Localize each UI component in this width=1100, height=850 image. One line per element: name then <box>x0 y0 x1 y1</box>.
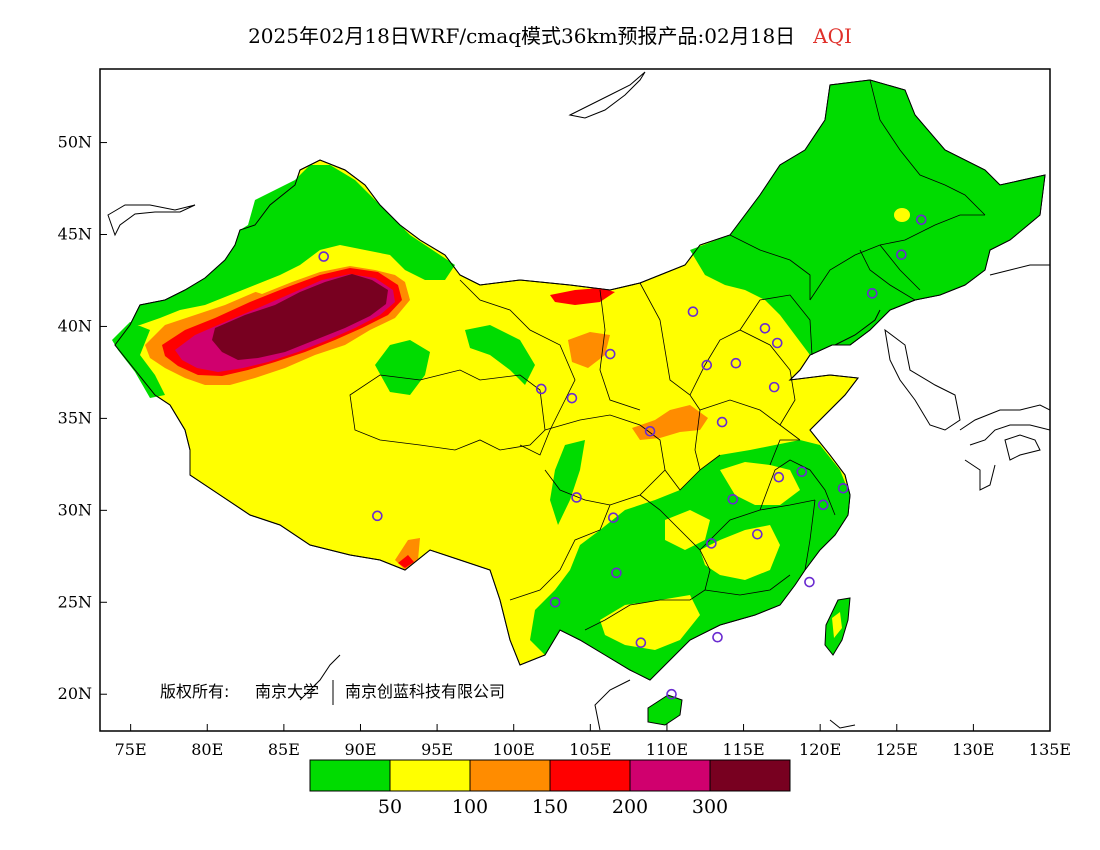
city-station-marker <box>372 510 383 522</box>
colorbar-swatch <box>309 759 391 792</box>
map-frame <box>99 68 1051 732</box>
city-station-marker <box>817 499 829 511</box>
colorbar-swatch <box>549 759 631 792</box>
lat-axis: 20N 25N 30N 35N 40N 45N 50N <box>58 133 107 703</box>
city-station-marker <box>837 482 849 494</box>
colorbar-swatch <box>709 759 791 792</box>
lon-tick-label: 135E <box>1029 740 1071 759</box>
red-spot-tibet <box>398 555 414 568</box>
city-station-marker <box>608 512 619 523</box>
green-sichuan <box>550 440 585 525</box>
lon-tick-label: 100E <box>493 740 535 759</box>
title-variable: AQI <box>813 24 852 48</box>
hainan <box>647 694 683 726</box>
city-station-marker <box>666 688 677 700</box>
colorbar-swatch <box>469 759 551 792</box>
colorbar: 50 100 150 200 300 <box>309 759 791 818</box>
china-outline <box>114 79 1046 681</box>
city-station-marker <box>768 381 780 393</box>
city-station-marker <box>752 528 763 540</box>
city-station-marker <box>549 596 561 608</box>
station-markers <box>318 214 927 700</box>
yellow-patch-south4 <box>665 510 710 550</box>
lon-tick-label: 75E <box>115 740 147 759</box>
city-station-marker <box>571 492 582 503</box>
lon-tick-label: 120E <box>799 740 841 759</box>
colorbar-label: 200 <box>612 796 648 818</box>
colorbar-label: 50 <box>378 796 402 818</box>
city-station-marker <box>706 538 717 549</box>
city-station-marker <box>771 337 783 349</box>
lon-axis: 75E 80E 85E 90E 95E 100E 105E 110E 115E 120E 125E 1… <box>115 724 1071 759</box>
lon-tick-label: 90E <box>344 740 376 759</box>
chart-title: 2025年02月18日WRF/cmaq模式36km预报产品:02月18日 AQI <box>0 20 1100 49</box>
green-northeast <box>690 80 1045 355</box>
colorbar-label: 100 <box>452 796 488 818</box>
city-station-marker <box>804 576 815 588</box>
city-station-marker <box>727 493 739 505</box>
yellow-tarim-edge <box>250 258 395 294</box>
title-main: 2025年02月18日WRF/cmaq模式36km预报产品:02月18日 <box>248 24 796 48</box>
city-station-marker <box>915 214 927 226</box>
city-station-marker <box>611 567 622 579</box>
city-station-marker <box>535 383 547 395</box>
lon-tick-label: 105E <box>569 740 611 759</box>
copyright-owner1: 南京大学 <box>255 682 319 701</box>
map-plot-area <box>107 71 1050 731</box>
maroon-taklimakan <box>212 274 388 360</box>
colorbar-label: 300 <box>692 796 728 818</box>
lat-tick-label: 20N <box>58 684 92 703</box>
city-station-marker <box>730 357 742 369</box>
lon-tick-label: 80E <box>191 740 223 759</box>
city-station-marker <box>701 359 713 371</box>
lon-tick-label: 110E <box>646 740 688 759</box>
lat-tick-label: 35N <box>58 408 92 427</box>
yellow-patch-south1 <box>600 595 700 650</box>
city-station-marker <box>759 322 771 334</box>
green-west-tip <box>112 322 165 398</box>
city-station-marker <box>712 631 723 643</box>
city-station-marker <box>866 288 878 299</box>
copyright-owner2: 南京创蓝科技有限公司 <box>345 682 505 701</box>
city-station-marker <box>716 416 728 428</box>
taiwan-yellow <box>832 612 842 638</box>
colorbar-swatch <box>389 759 471 792</box>
orange-spot-central <box>632 405 708 440</box>
province-borders <box>349 79 986 631</box>
city-station-marker <box>644 425 656 437</box>
colorbar-label: 150 <box>532 796 568 818</box>
city-station-marker <box>318 251 330 262</box>
city-station-marker <box>796 466 808 478</box>
city-station-marker <box>604 348 616 360</box>
green-qinghai <box>375 340 430 395</box>
lon-tick-label: 95E <box>421 740 453 759</box>
yellow-spot-ne <box>894 208 910 222</box>
lat-tick-label: 45N <box>58 225 92 244</box>
lon-tick-label: 115E <box>722 740 764 759</box>
city-station-marker <box>773 471 785 483</box>
city-station-marker <box>635 637 647 649</box>
copyright: 版权所有: 南京大学 南京创蓝科技有限公司 <box>160 680 505 705</box>
copyright-label: 版权所有: <box>160 682 229 701</box>
other-coastlines <box>107 71 1050 731</box>
lat-tick-label: 40N <box>58 316 92 335</box>
lon-tick-label: 85E <box>268 740 300 759</box>
lon-tick-label: 125E <box>876 740 918 759</box>
lon-tick-label: 130E <box>952 740 994 759</box>
orange-spot-ningxia <box>568 332 610 368</box>
colorbar-swatch <box>629 759 711 792</box>
lat-tick-label: 50N <box>58 133 92 152</box>
city-station-marker <box>566 392 578 404</box>
green-gansu <box>465 325 535 385</box>
red-spot-north <box>550 288 615 305</box>
city-station-marker <box>687 306 699 318</box>
green-nw <box>130 165 455 325</box>
lat-tick-label: 25N <box>58 592 92 611</box>
city-station-marker <box>896 249 907 261</box>
lat-tick-label: 30N <box>58 500 92 519</box>
